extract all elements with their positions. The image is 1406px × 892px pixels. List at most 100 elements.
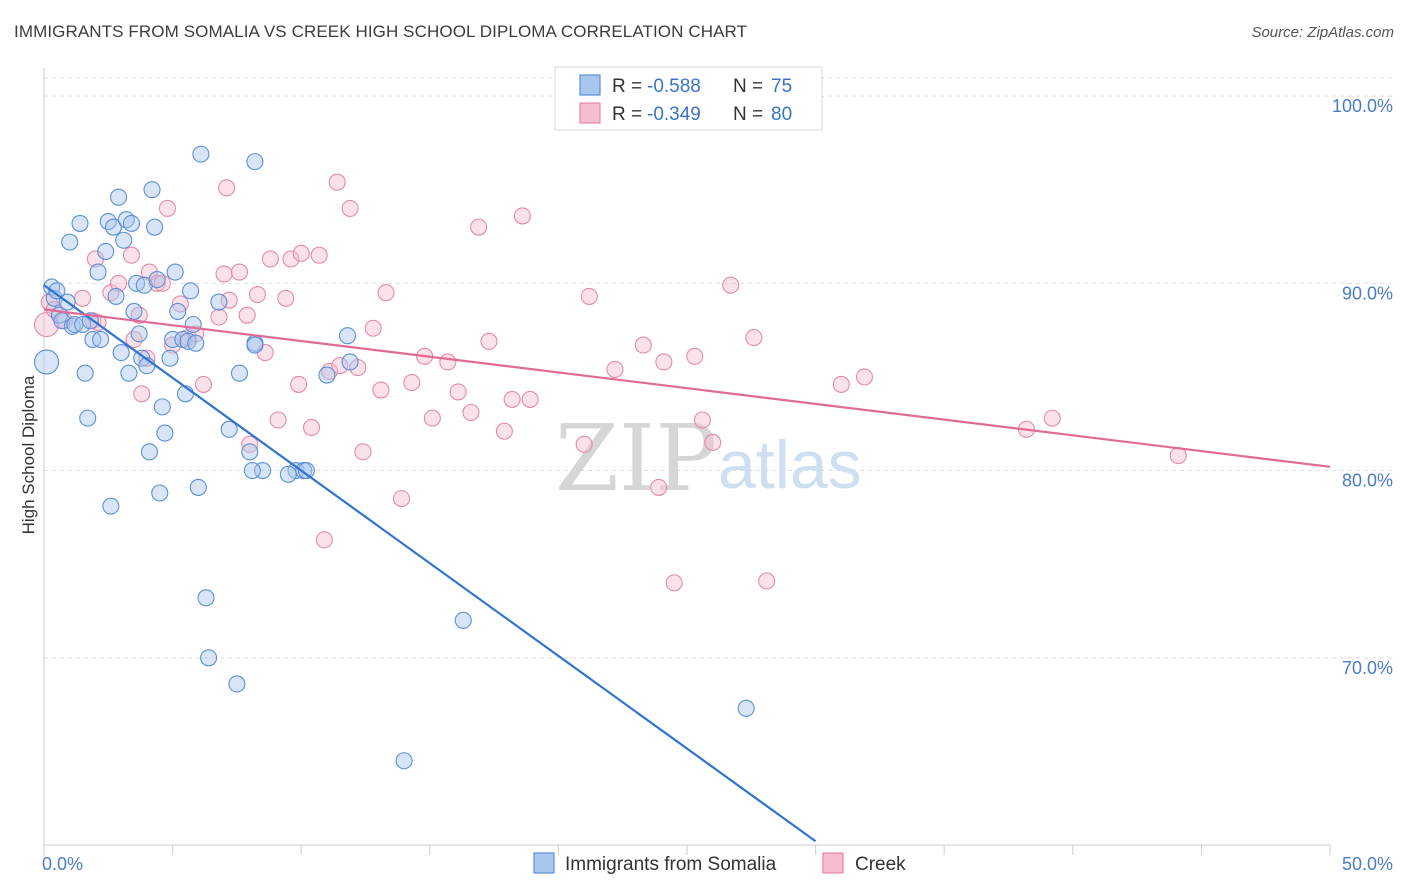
legend-bottom-swatch-creek — [822, 852, 844, 874]
somalia-point — [107, 287, 125, 305]
somalia-point — [737, 699, 755, 717]
somalia-point — [338, 327, 357, 345]
creek-point — [377, 284, 395, 302]
creek-point — [722, 276, 740, 294]
creek-point — [372, 381, 390, 399]
creek-point — [758, 572, 776, 590]
somalia-point — [153, 398, 171, 416]
legend-n-value-somalia: 75 — [771, 76, 792, 97]
somalia-point — [230, 364, 249, 382]
creek-point — [832, 375, 850, 393]
creek-point — [1043, 409, 1061, 427]
x-tick-labels: 0.0% 50.0% — [42, 854, 1393, 874]
creek-point — [269, 411, 287, 429]
creek-point — [439, 353, 457, 371]
trend-lines — [43, 284, 1331, 843]
somalia-point — [189, 478, 207, 496]
legend-top: R = -0.588 N = 75 R = -0.349 N = 80 — [554, 66, 823, 131]
legend-n-label-creek: N = — [733, 104, 763, 125]
legend-bottom: Immigrants from Somalia Creek — [533, 852, 906, 875]
somalia-point — [161, 349, 179, 367]
creek-point — [315, 531, 333, 549]
legend-bottom-swatch-somalia — [533, 852, 555, 874]
creek-point — [238, 306, 256, 324]
watermark-atlas: atlas — [718, 427, 862, 503]
somalia-point — [148, 271, 166, 289]
somalia-point — [48, 282, 66, 300]
creek-point — [354, 443, 372, 461]
somalia-point — [395, 752, 413, 770]
somalia-point — [318, 366, 336, 384]
legend-n-value-creek: 80 — [771, 104, 792, 125]
somalia-point — [102, 497, 120, 515]
y-tick-label-1: 80.0% — [1342, 471, 1393, 491]
creek-point — [328, 173, 346, 191]
somalia-point — [297, 461, 315, 480]
creek-point — [133, 385, 151, 403]
somalia-point — [143, 181, 161, 199]
somalia-point — [192, 145, 210, 163]
creek-point — [403, 373, 421, 392]
somalia-point — [197, 589, 215, 607]
creek-point — [331, 357, 349, 375]
creek-point — [110, 274, 128, 292]
x-tick-label-min: 0.0% — [42, 854, 83, 874]
somalia-point — [187, 334, 205, 352]
somalia-point — [120, 364, 138, 382]
somalia-point — [115, 231, 133, 249]
somalia-point — [63, 317, 81, 335]
somalia-point — [166, 263, 184, 281]
creek-point — [575, 435, 593, 453]
somalia-point — [112, 344, 130, 362]
somalia-point — [146, 218, 164, 236]
somalia-point — [184, 315, 202, 334]
creek-point — [215, 265, 233, 283]
creek-point — [449, 383, 467, 401]
creek-point — [158, 199, 177, 217]
creek-point — [704, 433, 722, 452]
x-tick-label-max: 50.0% — [1342, 854, 1393, 874]
somalia-point — [246, 153, 264, 171]
creek-point — [665, 574, 683, 592]
somalia-point — [246, 336, 264, 354]
source-label: Source: ZipAtlas.com — [1251, 24, 1394, 41]
y-tick-label-0: 70.0% — [1342, 658, 1393, 678]
somalia-point — [61, 233, 79, 251]
axes — [43, 68, 1331, 855]
legend-bottom-label-somalia: Immigrants from Somalia — [565, 854, 777, 875]
creek-point — [513, 207, 531, 225]
creek-point — [220, 291, 238, 309]
somalia-point — [254, 461, 272, 480]
somalia-point — [169, 302, 187, 320]
creek-point — [74, 289, 92, 307]
somalia-point — [454, 611, 472, 629]
trend-line-somalia — [43, 284, 817, 843]
legend-r-label-creek: R = — [612, 104, 642, 125]
somalia-point — [341, 353, 359, 371]
y-tick-labels: 70.0% 80.0% 90.0% 100.0% — [1332, 96, 1393, 678]
creek-point — [503, 390, 521, 408]
creek-point — [855, 368, 874, 386]
creek-point — [122, 246, 140, 264]
somalia-point — [104, 218, 122, 236]
somalia-point — [228, 675, 246, 693]
creek-point — [277, 289, 295, 307]
y-tick-label-2: 90.0% — [1342, 283, 1393, 303]
creek-point — [341, 199, 359, 217]
creek-point — [218, 179, 236, 197]
creek-point — [364, 319, 382, 337]
creek-point — [230, 263, 249, 281]
somalia-point — [151, 484, 169, 502]
series-somalia-points — [34, 145, 755, 770]
legend-r-label-somalia: R = — [612, 76, 642, 97]
creek-point — [292, 244, 310, 262]
somalia-point — [241, 443, 259, 461]
creek-point — [650, 478, 668, 496]
creek-point — [392, 490, 411, 508]
creek-point — [302, 418, 321, 437]
somalia-point — [200, 649, 218, 667]
somalia-point — [76, 364, 94, 382]
series-creek-points — [34, 87, 1187, 592]
legend-swatch-creek — [579, 102, 601, 124]
somalia-point — [92, 330, 110, 349]
